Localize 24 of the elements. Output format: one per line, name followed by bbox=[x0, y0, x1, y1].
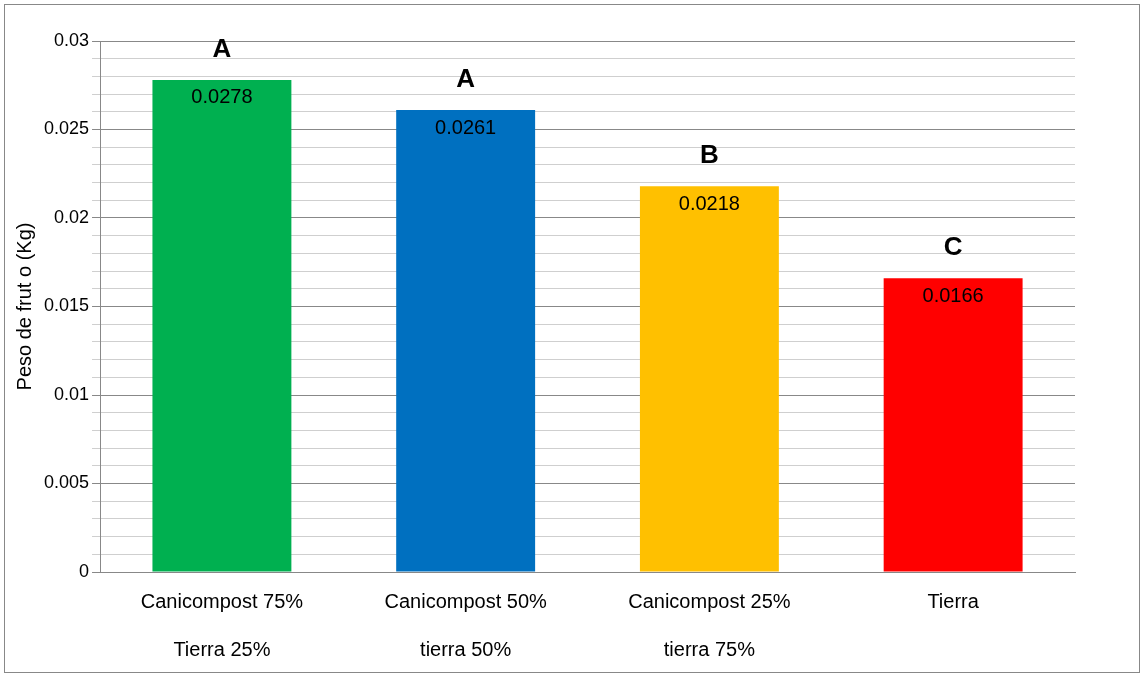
category-label: Canicompost 75% Tierra 25% bbox=[140, 589, 304, 660]
y-tick-label: 0.025 bbox=[44, 118, 90, 139]
bar bbox=[396, 110, 536, 572]
bar bbox=[152, 79, 292, 572]
y-tick-label: 0.03 bbox=[54, 29, 90, 50]
y-tick-label: 0.015 bbox=[44, 295, 90, 316]
annotation: C bbox=[943, 231, 963, 262]
bar bbox=[883, 278, 1023, 572]
annotation: A bbox=[456, 63, 476, 94]
y-tick-label: 0.02 bbox=[54, 206, 90, 227]
category-label: Canicompost 25% tierra 75% bbox=[628, 589, 791, 660]
y-tick-label: 0.005 bbox=[44, 472, 90, 493]
category-label: Canicompost 50% tierra 50% bbox=[384, 589, 547, 660]
bar bbox=[639, 186, 779, 572]
x-tick-label: Tierra bbox=[927, 589, 980, 612]
annotation: B bbox=[700, 139, 719, 170]
annotation: A bbox=[212, 33, 232, 64]
data-label: 0.0218 bbox=[678, 191, 740, 214]
data-label: 0.0261 bbox=[435, 115, 497, 138]
y-axis-title: Peso de frut o (Kg) bbox=[12, 222, 35, 391]
data-label: 0.0278 bbox=[191, 85, 253, 108]
y-tick-label: 0.01 bbox=[54, 383, 90, 404]
data-label: 0.0166 bbox=[922, 283, 984, 306]
y-tick-label: 0 bbox=[79, 560, 90, 581]
